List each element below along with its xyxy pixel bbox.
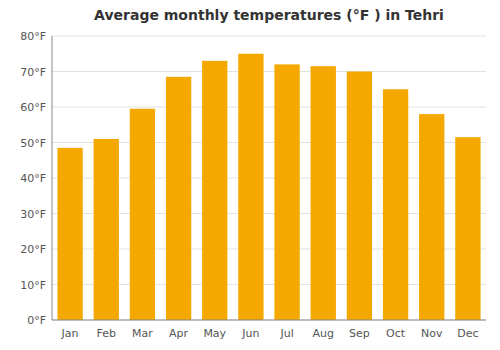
- x-tick-label: Apr: [169, 327, 189, 340]
- bar: [166, 77, 191, 320]
- x-tick-label: Nov: [421, 327, 443, 340]
- grid-line: [52, 71, 486, 72]
- y-tick-label: 0°F: [27, 314, 46, 327]
- x-tick-label: Jan: [61, 327, 79, 340]
- bar: [57, 148, 82, 320]
- x-tick-label: Oct: [386, 327, 406, 340]
- x-tick-label: May: [203, 327, 226, 340]
- x-tick-label: Mar: [132, 327, 153, 340]
- x-tick-label: Aug: [313, 327, 334, 340]
- x-tick-label: Feb: [97, 327, 116, 340]
- x-tick-label: Dec: [457, 327, 478, 340]
- bar: [94, 139, 119, 320]
- x-ticks: Jan Feb Mar Apr May Jun Jul Aug Sep Oct Nov Dec: [61, 327, 479, 340]
- y-tick-label: 60°F: [20, 101, 46, 114]
- x-tick-label: Jun: [241, 327, 259, 340]
- y-tick-label: 30°F: [20, 208, 46, 221]
- chart-container: Average monthly temperatures (°F ) in Te…: [0, 0, 500, 350]
- bar: [238, 54, 263, 320]
- grid: [52, 36, 486, 320]
- x-tick-label: Jul: [279, 327, 293, 340]
- y-tick-label: 80°F: [20, 30, 46, 43]
- bar: [455, 137, 480, 320]
- grid-line: [52, 36, 486, 37]
- bar: [419, 114, 444, 320]
- grid-line: [52, 107, 486, 108]
- bars: [57, 54, 480, 320]
- y-ticks: 0°F 10°F 20°F 30°F 40°F 50°F 60°F 70°F 80°F: [20, 30, 46, 327]
- bar: [202, 61, 227, 320]
- y-axis-line: [52, 36, 53, 320]
- y-tick-label: 20°F: [20, 243, 46, 256]
- bar: [383, 89, 408, 320]
- chart: Average monthly temperatures (°F ) in Te…: [0, 0, 500, 350]
- y-tick-label: 10°F: [20, 279, 46, 292]
- bar: [347, 72, 372, 321]
- y-tick-label: 50°F: [20, 137, 46, 150]
- bar: [130, 109, 155, 320]
- x-axis-line: [52, 320, 486, 321]
- bar: [311, 66, 336, 320]
- title: Average monthly temperatures (°F ) in Te…: [94, 7, 444, 23]
- y-tick-label: 70°F: [20, 66, 46, 79]
- grid-line: [52, 320, 486, 321]
- bar: [274, 64, 299, 320]
- x-tick-label: Sep: [349, 327, 370, 340]
- y-tick-label: 40°F: [20, 172, 46, 185]
